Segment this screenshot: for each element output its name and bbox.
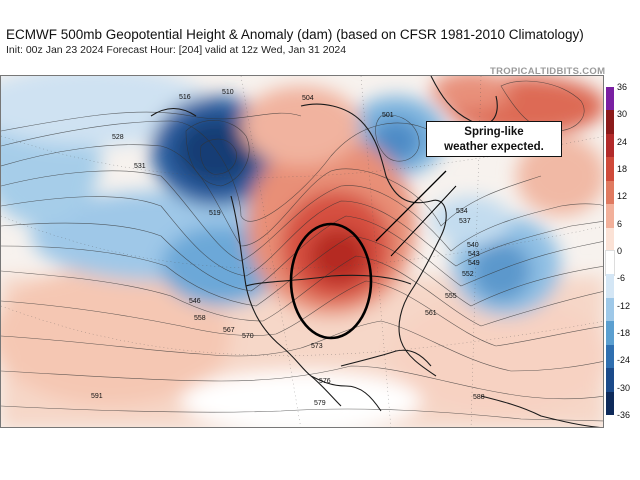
colorbar-tick-label: -12 bbox=[617, 300, 631, 311]
contour-label: 573 bbox=[311, 343, 323, 350]
colorbar-tick-label: 36 bbox=[617, 82, 628, 92]
annotation-line-1: Spring-like bbox=[464, 126, 524, 138]
colorbar-tick-label: 24 bbox=[617, 136, 628, 147]
contour-label: 576 bbox=[319, 378, 331, 385]
anomaly-map: 516 510 504 501 528 531 519 534 537 540 … bbox=[0, 75, 604, 428]
contour-label: 555 bbox=[445, 293, 457, 300]
colorbar-segment bbox=[606, 391, 614, 416]
colorbar-tick-label: -36 bbox=[617, 410, 631, 420]
contour-label: 567 bbox=[223, 327, 235, 334]
contour-label: 516 bbox=[179, 94, 191, 101]
map-title: ECMWF 500mb Geopotential Height & Anomal… bbox=[6, 27, 584, 42]
colorbar-segment bbox=[606, 157, 614, 182]
colorbar-tick-label: 18 bbox=[617, 164, 628, 174]
colorbar-segment bbox=[606, 344, 614, 369]
colorbar-segment bbox=[606, 204, 614, 229]
colorbar-tick-label: 12 bbox=[617, 191, 628, 202]
pointer-line-2 bbox=[390, 185, 457, 257]
colorbar-tick-label: -6 bbox=[617, 273, 626, 284]
contour-label: 579 bbox=[314, 400, 326, 407]
colorbar-segment bbox=[606, 110, 614, 135]
colorbar-segment bbox=[605, 250, 615, 276]
colorbar-segment bbox=[606, 180, 614, 205]
contour-label: 540 bbox=[467, 242, 479, 249]
colorbar-segment bbox=[606, 87, 614, 111]
map-subtitle: Init: 00z Jan 23 2024 Forecast Hour: [20… bbox=[6, 44, 347, 56]
highlight-ellipse bbox=[289, 222, 373, 340]
contour-label: 504 bbox=[302, 95, 314, 102]
contour-label: 570 bbox=[242, 333, 254, 340]
contour-label: 501 bbox=[382, 112, 394, 119]
colorbar-tick-label: 30 bbox=[617, 109, 628, 120]
contour-label: 519 bbox=[209, 210, 221, 217]
colorbar-tick-label: 0 bbox=[617, 246, 623, 256]
annotation-box: Spring-like weather expected. bbox=[426, 121, 562, 157]
map-canvas: 516 510 504 501 528 531 519 534 537 540 … bbox=[1, 76, 603, 427]
contour-label: 588 bbox=[473, 394, 485, 401]
colorbar-tick-label: -24 bbox=[617, 355, 631, 366]
contour-label: 531 bbox=[134, 163, 146, 170]
contour-label: 534 bbox=[456, 208, 468, 215]
contour-label: 510 bbox=[222, 89, 234, 96]
contour-label: 552 bbox=[462, 271, 474, 278]
contour-label: 549 bbox=[468, 260, 480, 267]
anomaly-colorbar: 36 30 24 18 12 6 0 -6 -12 -18 -24 -30 -36 bbox=[604, 75, 640, 428]
contour-label: 543 bbox=[468, 251, 480, 258]
contour-label: 591 bbox=[91, 393, 103, 400]
colorbar-segment bbox=[606, 274, 614, 299]
contour-label-group: 516 510 504 501 528 531 519 534 537 540 … bbox=[91, 89, 485, 407]
colorbar-segment bbox=[606, 133, 614, 158]
coastlines bbox=[150, 76, 601, 427]
pointer-line-1 bbox=[375, 170, 447, 242]
colorbar-tick-label: -30 bbox=[617, 382, 631, 393]
colorbar-segment bbox=[606, 368, 614, 393]
colorbar-tick-label: -18 bbox=[617, 328, 631, 338]
contour-label: 537 bbox=[459, 218, 471, 225]
contour-label: 558 bbox=[194, 315, 206, 322]
contour-label: 528 bbox=[112, 134, 124, 141]
contour-label: 546 bbox=[189, 298, 201, 305]
colorbar-segment bbox=[606, 227, 614, 252]
contour-label: 561 bbox=[425, 310, 437, 317]
colorbar-segment bbox=[606, 321, 614, 346]
source-credit: TROPICALTIDBITS.COM bbox=[490, 66, 606, 77]
graticule bbox=[1, 76, 603, 427]
colorbar-tick-label: 6 bbox=[617, 218, 623, 229]
colorbar-segment bbox=[606, 297, 614, 322]
anomaly-field bbox=[1, 76, 603, 427]
annotation-line-2: weather expected. bbox=[444, 141, 544, 153]
